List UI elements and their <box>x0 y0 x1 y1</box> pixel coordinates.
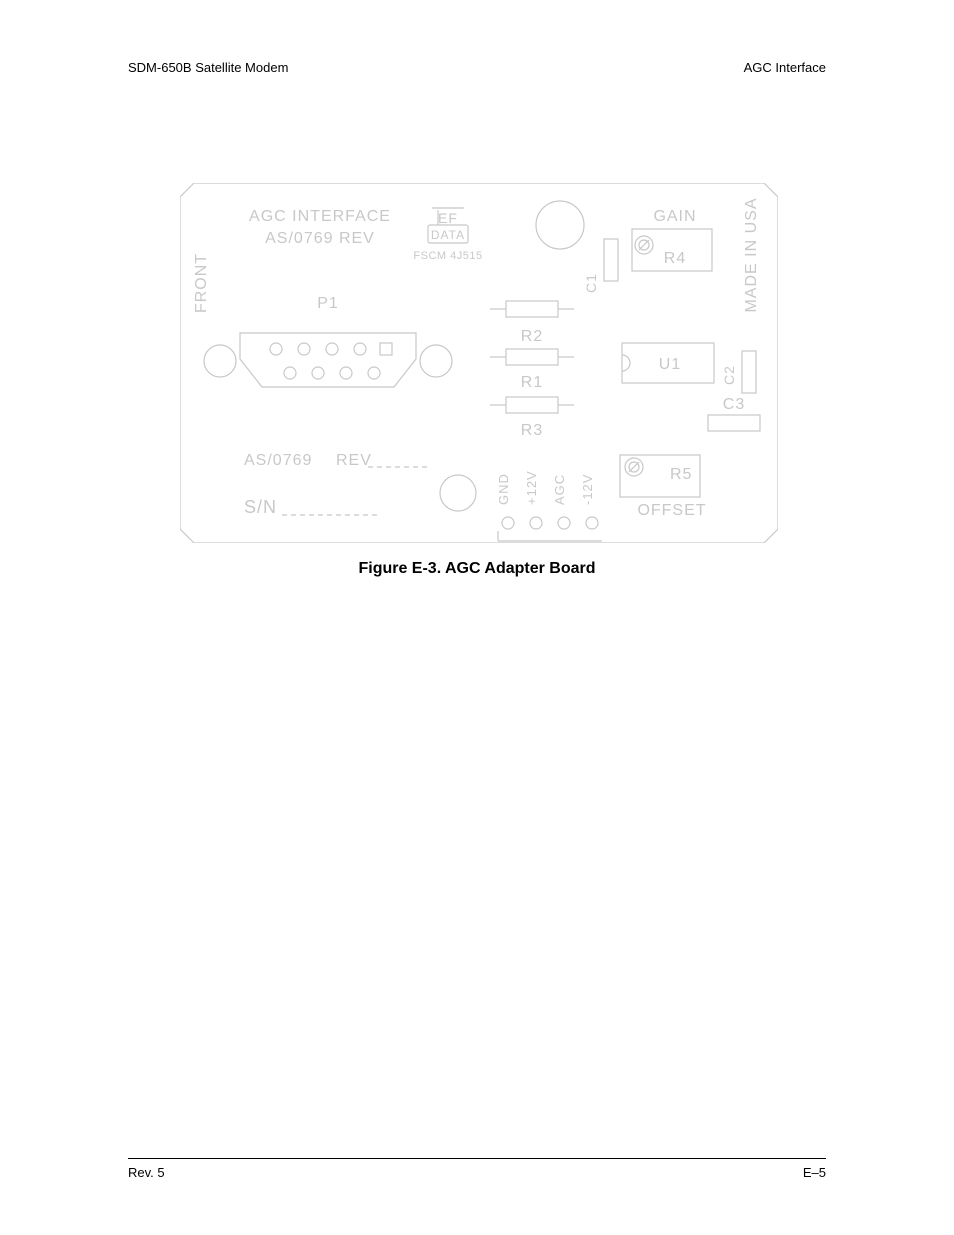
label-c2: C2 <box>721 365 737 385</box>
label-c3: C3 <box>723 396 745 413</box>
label-logo-data: DATA <box>431 228 465 242</box>
footer-right: E–5 <box>803 1165 826 1180</box>
label-made-in-usa: MADE IN USA <box>743 197 760 312</box>
label-p12v: +12V <box>524 470 539 505</box>
footer-divider <box>128 1158 826 1159</box>
label-c1: C1 <box>583 273 599 293</box>
label-logo-ef: EF <box>438 210 458 226</box>
footer-left: Rev. 5 <box>128 1165 165 1180</box>
label-title1: AGC INTERFACE <box>249 208 391 225</box>
header-right: AGC Interface <box>744 60 826 75</box>
label-gnd: GND <box>496 473 511 505</box>
label-as0769: AS/0769 <box>244 452 312 469</box>
label-offset: OFFSET <box>637 502 706 519</box>
label-gain: GAIN <box>653 208 696 225</box>
pcb-diagram: FRONT AGC INTERFACE AS/0769 REV EF DATA … <box>180 183 778 543</box>
label-title2: AS/0769 REV <box>265 230 375 247</box>
label-agc: AGC <box>552 474 567 505</box>
label-r1: R1 <box>521 374 543 391</box>
label-u1: U1 <box>659 356 681 373</box>
label-r5: R5 <box>670 466 692 483</box>
label-sn: S/N <box>244 497 277 517</box>
label-r3: R3 <box>521 422 543 439</box>
page-header: SDM-650B Satellite Modem AGC Interface <box>128 60 826 75</box>
label-r4: R4 <box>664 250 686 267</box>
label-p1: P1 <box>317 295 339 312</box>
header-left: SDM-650B Satellite Modem <box>128 60 288 75</box>
label-r2: R2 <box>521 328 543 345</box>
label-m12v: -12V <box>580 474 595 505</box>
figure-caption: Figure E-3. AGC Adapter Board <box>0 560 954 578</box>
label-front: FRONT <box>193 253 210 313</box>
page-footer: Rev. 5 E–5 <box>128 1158 826 1180</box>
label-logo-fscm: FSCM 4J515 <box>413 250 482 262</box>
label-rev: REV <box>336 452 372 469</box>
